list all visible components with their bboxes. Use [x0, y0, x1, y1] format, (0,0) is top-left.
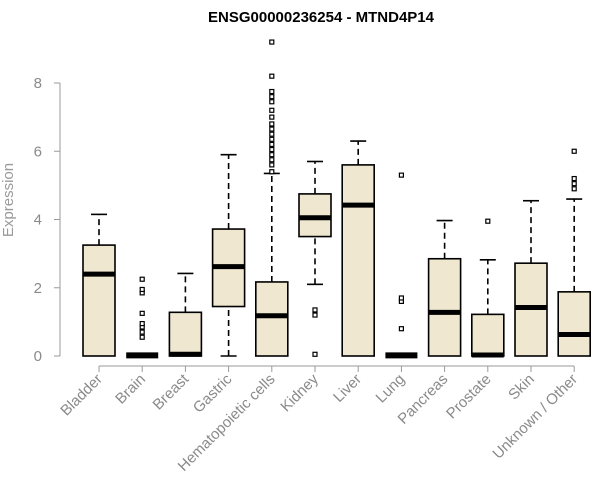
outlier-4-11 — [269, 107, 275, 113]
box-rect-8 — [427, 257, 462, 357]
outlier-4-7 — [269, 131, 275, 137]
outlier-1-4 — [139, 310, 145, 316]
outlier-1-6 — [139, 286, 145, 293]
outlier-7-2 — [398, 295, 404, 301]
outlier-4-6 — [269, 136, 275, 142]
box-7 — [385, 172, 418, 359]
box-rect-2 — [168, 311, 203, 357]
box-1 — [126, 276, 159, 359]
x-tick-label-2: Breast — [150, 370, 193, 413]
outlier-4-3 — [269, 152, 275, 158]
outlier-4-15 — [269, 73, 275, 79]
box-10 — [514, 199, 548, 357]
x-tick-label-0: Bladder — [57, 371, 106, 420]
outlier-7-3 — [398, 172, 404, 178]
outlier-1-1 — [139, 329, 145, 335]
box-0 — [82, 213, 116, 357]
y-tick-label-2: 2 — [34, 280, 42, 297]
outlier-7-0 — [398, 326, 404, 332]
x-tick-label-6: Liver — [330, 371, 365, 406]
outlier-4-5 — [269, 141, 275, 148]
outlier-1-3 — [139, 320, 145, 327]
box-rect-6 — [341, 164, 376, 357]
outlier-4-9 — [269, 121, 275, 127]
outlier-4-10 — [269, 114, 275, 120]
outlier-4-1 — [269, 162, 275, 168]
outlier-11-2 — [571, 175, 577, 182]
box-4 — [255, 39, 289, 357]
outlier-4-0 — [269, 169, 275, 175]
outlier-1-7 — [139, 276, 145, 282]
box-11 — [557, 148, 592, 357]
y-tick-label-4: 4 — [34, 212, 42, 229]
outlier-5-0 — [312, 351, 318, 357]
outlier-11-1 — [571, 181, 577, 187]
outlier-4-16 — [269, 39, 275, 45]
box-rect-0 — [82, 244, 116, 357]
boxes-group — [82, 39, 592, 359]
outlier-4-4 — [269, 146, 275, 153]
x-tick-label-9: Prostate — [443, 371, 495, 423]
outlier-4-13 — [269, 94, 275, 100]
outlier-1-0 — [139, 334, 145, 340]
outlier-9-0 — [485, 218, 491, 224]
box-rect-11 — [557, 291, 592, 357]
outlier-4-8 — [269, 126, 275, 132]
x-tick-label-10: Skin — [505, 371, 538, 404]
y-tick-label-6: 6 — [34, 143, 42, 160]
box-rect-4 — [255, 281, 289, 357]
box-rect-9 — [470, 313, 505, 357]
x-tick-label-1: Brain — [112, 371, 149, 408]
box-6 — [341, 140, 376, 357]
y-axis-label: Expression — [0, 163, 17, 237]
box-3 — [211, 153, 246, 357]
outlier-11-3 — [571, 148, 577, 154]
outlier-11-0 — [571, 186, 577, 192]
chart-title: ENSG00000236254 - MTND4P14 — [208, 9, 435, 26]
x-tick-label-5: Kidney — [277, 370, 322, 415]
y-tick-label-0: 0 — [34, 348, 42, 365]
y-tick-label-8: 8 — [34, 75, 42, 92]
outlier-4-14 — [269, 88, 275, 95]
box-2 — [168, 272, 203, 357]
outlier-4-12 — [269, 99, 275, 105]
outlier-5-2 — [312, 307, 318, 313]
outlier-5-1 — [312, 312, 318, 318]
box-rect-5 — [298, 193, 332, 238]
box-5 — [298, 160, 332, 357]
y-axis: 0 2 4 6 8 — [34, 75, 61, 365]
x-tick-label-7: Lung — [373, 371, 409, 407]
box-8 — [427, 219, 462, 357]
outlier-4-2 — [269, 157, 275, 163]
box-9 — [470, 218, 505, 358]
